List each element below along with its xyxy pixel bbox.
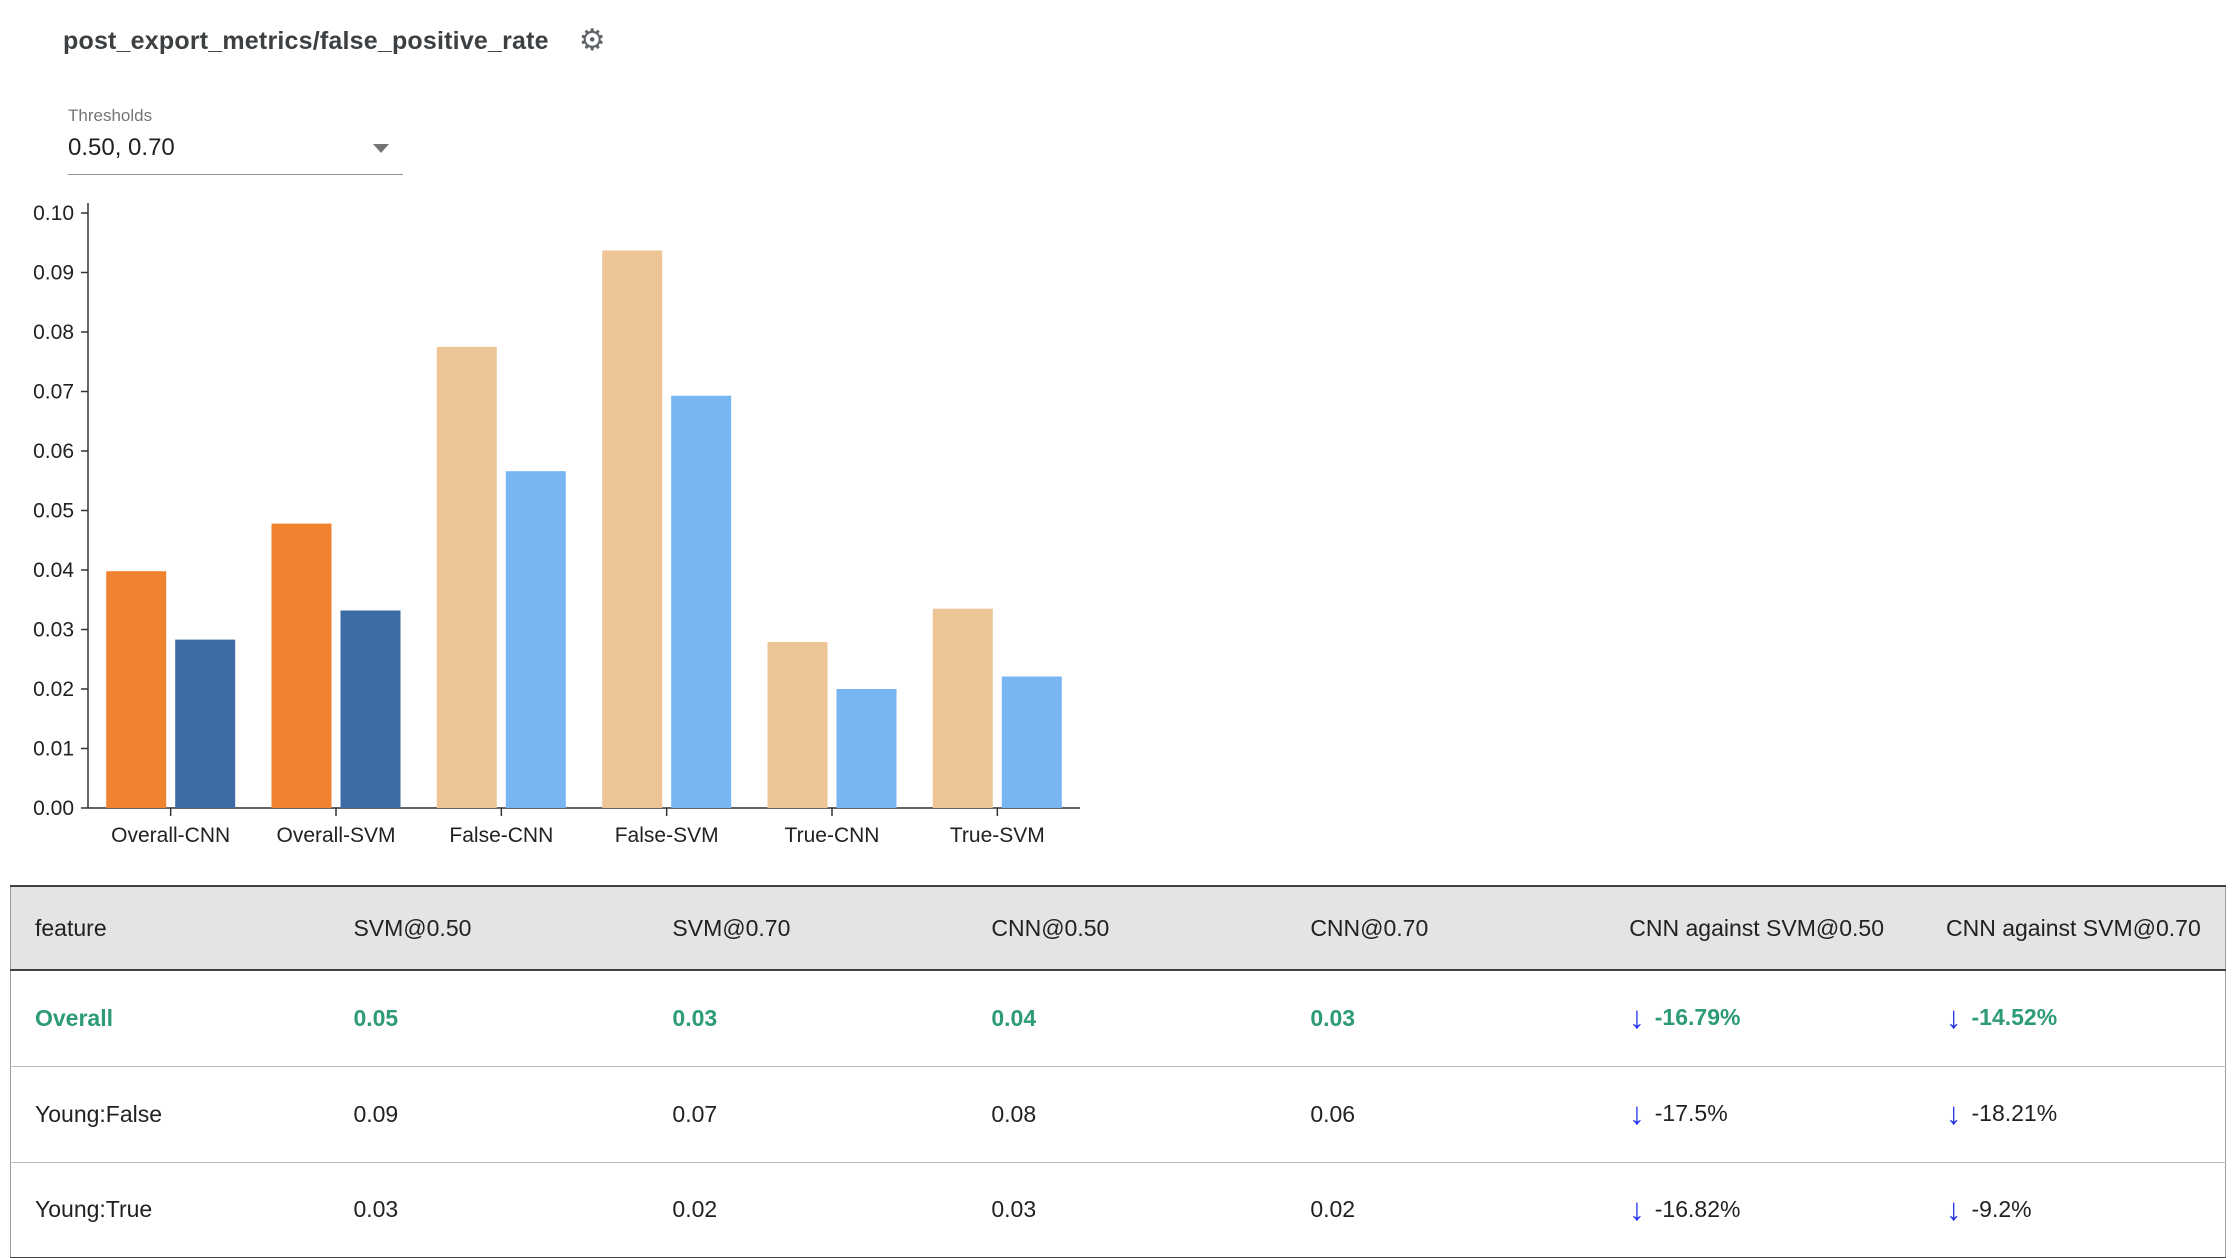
svg-text:0.10: 0.10 <box>33 202 74 225</box>
change-cell: ↓ -16.82% <box>1605 1161 1922 1258</box>
thresholds-dropdown[interactable]: 0.50, 0.70 <box>68 126 403 175</box>
svg-text:0.01: 0.01 <box>33 738 74 761</box>
table-row[interactable]: Overall 0.05 0.03 0.04 0.03 ↓ -16.79% ↓ -14.52% <box>11 970 2226 1066</box>
chart-bar[interactable] <box>106 571 167 808</box>
change-cell: ↓ -18.21% <box>1922 1065 2226 1162</box>
metric-value-cell: 0.02 <box>648 1161 968 1258</box>
x-axis-label: True-SVM <box>950 824 1045 847</box>
feature-cell: Overall <box>35 1004 113 1031</box>
change-value: -14.52% <box>1971 1004 2058 1031</box>
svg-text:0.06: 0.06 <box>33 440 74 463</box>
feature-cell: Young:True <box>10 1161 330 1258</box>
table-row[interactable]: Young:True 0.03 0.02 0.03 0.02 ↓ -16.82% ↓ -9.2% <box>10 1161 2226 1258</box>
thresholds-value: 0.50, 0.70 <box>68 134 175 161</box>
metric-value-cell: 0.05 <box>353 1004 399 1031</box>
metric-value-cell: 0.06 <box>1286 1065 1606 1162</box>
chart-bar[interactable] <box>271 523 332 808</box>
metric-value-cell: 0.03 <box>672 1004 718 1031</box>
table-header-row: feature SVM@0.50 SVM@0.70 CNN@0.50 CNN@0.70 C… <box>10 886 2226 971</box>
chart-bar[interactable] <box>1001 676 1062 809</box>
x-axis-label: False-SVM <box>615 824 719 847</box>
change-cell: ↓ -14.52% <box>1922 970 2226 1066</box>
svg-text:0.03: 0.03 <box>33 619 74 642</box>
thresholds-control: Thresholds 0.50, 0.70 <box>68 106 2236 175</box>
bar-chart-svg: 0.00 0.01 0.02 0.03 0.04 0.05 0.06 0.07 0.08 0.09… <box>33 202 1080 847</box>
chart-bar[interactable] <box>175 639 236 808</box>
chart-bar[interactable] <box>340 610 401 809</box>
table-row[interactable]: Young:False 0.09 0.07 0.08 0.06 ↓ -17.5% ↓ -18.2… <box>10 1065 2226 1162</box>
chart-bar[interactable] <box>932 608 993 808</box>
change-cell: ↓ -9.2% <box>1922 1161 2226 1258</box>
column-header: CNN against SVM@0.70 <box>1922 886 2226 971</box>
table-body: Overall 0.05 0.03 0.04 0.03 ↓ -16.79% ↓ -14.52% Y… <box>10 970 2226 1258</box>
x-axis-label: Overall-CNN <box>111 824 230 847</box>
chevron-down-icon <box>373 143 389 153</box>
column-header: feature <box>10 886 330 971</box>
column-header: CNN against SVM@0.50 <box>1605 886 1922 971</box>
svg-text:0.09: 0.09 <box>33 262 74 285</box>
change-cell: ↓ -17.5% <box>1605 1065 1922 1162</box>
svg-text:0.04: 0.04 <box>33 559 74 582</box>
arrow-down-icon: ↓ <box>1629 1000 1645 1036</box>
metric-value-cell: 0.09 <box>329 1065 649 1162</box>
chart-bar[interactable] <box>836 689 897 808</box>
x-axis-label: Overall-SVM <box>276 824 395 847</box>
svg-text:0.08: 0.08 <box>33 321 74 344</box>
settings-gear-icon[interactable]: ⚙ <box>578 24 606 57</box>
chart-bar[interactable] <box>767 642 828 808</box>
column-header: CNN@0.70 <box>1286 886 1606 971</box>
metric-value-cell: 0.07 <box>648 1065 968 1162</box>
feature-cell: Young:False <box>10 1065 330 1162</box>
change-cell: ↓ -16.79% <box>1605 970 1922 1066</box>
metric-value-cell: 0.03 <box>967 1161 1287 1258</box>
change-value: -17.5% <box>1654 1100 1728 1126</box>
arrow-down-icon: ↓ <box>1629 1096 1645 1131</box>
arrow-down-icon: ↓ <box>1629 1191 1645 1227</box>
panel-header: post_export_metrics/false_positive_rate … <box>0 0 2236 56</box>
arrow-down-icon: ↓ <box>1946 1096 1962 1131</box>
metric-value-cell: 0.03 <box>1310 1004 1356 1031</box>
metrics-table: feature SVM@0.50 SVM@0.70 CNN@0.50 CNN@0.70 C… <box>10 885 2226 1258</box>
chart-bar[interactable] <box>602 250 663 809</box>
metric-value-cell: 0.04 <box>991 1004 1037 1031</box>
false-positive-rate-bar-chart: 0.00 0.01 0.02 0.03 0.04 0.05 0.06 0.07 0.08 0.09… <box>0 195 2236 867</box>
metric-value-cell: 0.03 <box>329 1161 649 1258</box>
change-value: -16.82% <box>1654 1195 1741 1222</box>
chart-bar[interactable] <box>505 471 566 808</box>
chart-bar[interactable] <box>671 395 732 808</box>
metric-value-cell: 0.08 <box>967 1065 1287 1162</box>
page-title: post_export_metrics/false_positive_rate <box>63 26 549 55</box>
column-header: SVM@0.70 <box>648 886 968 971</box>
change-value: -18.21% <box>1971 1100 2058 1126</box>
metric-value-cell: 0.02 <box>1286 1161 1606 1258</box>
column-header: CNN@0.50 <box>967 886 1287 971</box>
svg-text:0.02: 0.02 <box>33 678 74 701</box>
x-axis-label: False-CNN <box>449 824 553 847</box>
svg-text:0.05: 0.05 <box>33 500 74 523</box>
svg-text:0.07: 0.07 <box>33 381 74 404</box>
arrow-down-icon: ↓ <box>1946 1191 1962 1227</box>
column-header: SVM@0.50 <box>329 886 649 971</box>
change-value: -9.2% <box>1971 1195 2032 1222</box>
thresholds-label: Thresholds <box>68 106 153 125</box>
svg-text:0.00: 0.00 <box>33 797 74 820</box>
change-value: -16.79% <box>1654 1004 1741 1031</box>
x-axis-label: True-CNN <box>785 824 880 847</box>
arrow-down-icon: ↓ <box>1946 1000 1962 1036</box>
chart-bar[interactable] <box>436 346 497 808</box>
